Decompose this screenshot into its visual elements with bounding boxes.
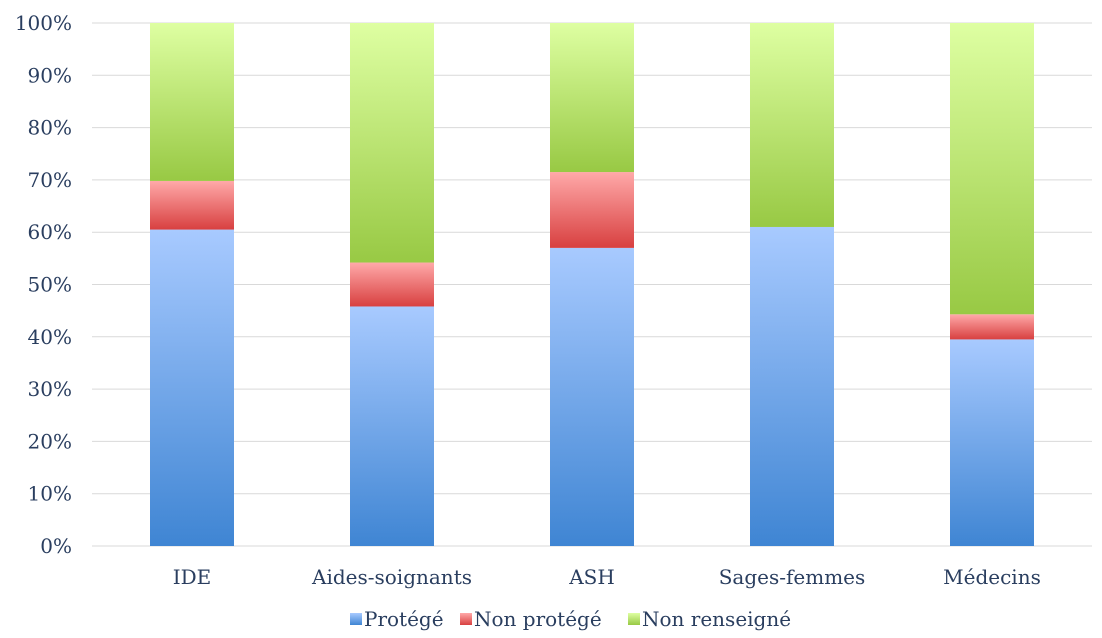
y-tick-label: 70% xyxy=(28,168,72,192)
x-tick-label: Aides-soignants xyxy=(311,565,472,589)
bar-prot-g--ash xyxy=(550,247,634,546)
x-tick-label: ASH xyxy=(568,565,615,589)
bar-prot-g--sages-femmes xyxy=(750,226,834,546)
y-tick-label: 100% xyxy=(15,11,72,35)
y-tick-label: 20% xyxy=(28,429,72,453)
y-tick-label: 60% xyxy=(28,220,72,244)
bar-non-renseign--aides-soignants xyxy=(350,23,434,263)
legend: Protégé Non protégé Non renseigné xyxy=(350,607,791,631)
y-tick-label: 90% xyxy=(28,63,72,87)
legend-swatch xyxy=(628,613,640,625)
bar-non-prot-g--ide xyxy=(150,180,234,230)
bar-non-renseign--ide xyxy=(150,23,234,181)
bars xyxy=(150,23,1034,546)
bar-prot-g--m-decins xyxy=(950,339,1034,546)
bar-non-renseign--m-decins xyxy=(950,23,1034,315)
x-axis: IDE Aides-soignants ASH Sages-femmes Médecin… xyxy=(173,565,1041,589)
legend-swatch xyxy=(460,613,472,625)
x-tick-label: Médecins xyxy=(943,565,1041,589)
bar-prot-g--ide xyxy=(150,229,234,546)
y-tick-label: 50% xyxy=(28,273,72,297)
legend-label: Protégé xyxy=(364,607,444,631)
x-tick-label: IDE xyxy=(173,565,212,589)
legend-label: Non protégé xyxy=(474,607,602,631)
legend-swatch xyxy=(350,613,362,625)
bar-non-prot-g--aides-soignants xyxy=(350,262,434,307)
bar-non-prot-g--m-decins xyxy=(950,314,1034,340)
y-tick-label: 10% xyxy=(28,482,72,506)
bar-non-renseign--sages-femmes xyxy=(750,23,834,227)
y-tick-label: 80% xyxy=(28,116,72,140)
y-tick-label: 0% xyxy=(40,534,72,558)
y-tick-label: 40% xyxy=(28,325,72,349)
bar-non-prot-g--ash xyxy=(550,172,634,248)
y-tick-label: 30% xyxy=(28,377,72,401)
bar-non-renseign--ash xyxy=(550,23,634,173)
bar-prot-g--aides-soignants xyxy=(350,306,434,546)
legend-label: Non renseigné xyxy=(642,607,791,631)
y-axis: 0% 10% 20% 30% 40% 50% 60% 70% 80% 90% 100% xyxy=(15,11,72,558)
x-tick-label: Sages-femmes xyxy=(719,565,866,589)
